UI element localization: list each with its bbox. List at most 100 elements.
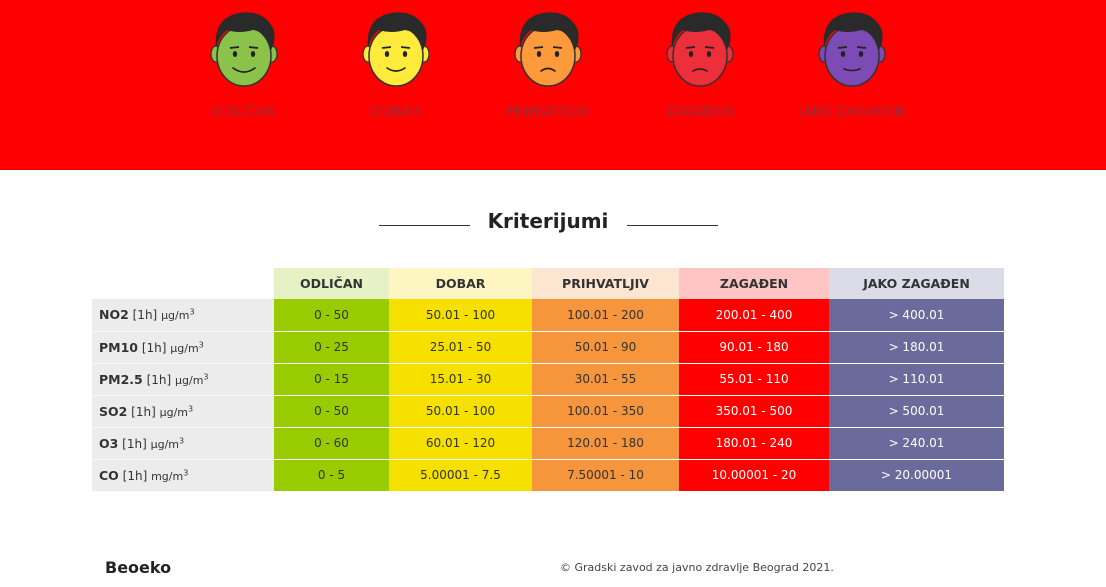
pollutant-unit: mg/m3 [151, 467, 189, 483]
range-cell: 0 - 50 [274, 395, 389, 428]
range-cell: 55.01 - 110 [679, 363, 829, 396]
footer-copyright: © Gradski zavod za javno zdravlje Beogra… [560, 561, 834, 574]
pollutant-name: PM10 [99, 339, 138, 355]
range-cell: 200.01 - 400 [679, 299, 829, 332]
averaging-period: [1h] [146, 372, 172, 387]
table-row: O3 [1h] µg/m3 0 - 60 60.01 - 120 120.01 - 1… [92, 427, 1004, 460]
unit-exponent: 3 [179, 435, 185, 445]
level-dobar[interactable]: DOBAR [321, 0, 471, 120]
pollutant-cell: CO [1h] mg/m3 [92, 459, 274, 492]
range-cell: 30.01 - 55 [532, 363, 679, 396]
level-label: JAKO ZAGAĐEN [799, 104, 905, 120]
range-cell: 0 - 60 [274, 427, 389, 460]
range-cell: 0 - 25 [274, 331, 389, 364]
pollutant-cell: PM10 [1h] µg/m3 [92, 331, 274, 364]
pollutant-name: SO2 [99, 403, 128, 419]
range-cell: 120.01 - 180 [532, 427, 679, 460]
averaging-period: [1h] [122, 468, 148, 483]
pollutant-unit: µg/m3 [161, 307, 195, 323]
pollutant-name: CO [99, 467, 119, 483]
footer-brand[interactable]: Beoeko [105, 558, 172, 577]
range-cell: 100.01 - 350 [532, 395, 679, 428]
orange-frowning-face-icon [514, 12, 582, 87]
yellow-smiling-face-icon [362, 12, 430, 87]
range-cell: 25.01 - 50 [389, 331, 532, 364]
unit-base: µg/m [170, 341, 199, 355]
averaging-period: [1h] [122, 436, 147, 451]
unit-exponent: 3 [189, 307, 195, 317]
range-cell: 50.01 - 100 [389, 299, 532, 332]
unit-base: µg/m [161, 309, 190, 323]
green-smiling-face-icon [210, 12, 278, 87]
table-header-row: ODLIČAN DOBAR PRIHVATLJIV ZAGAĐEN JAKO Z… [92, 268, 1004, 299]
pollutant-unit: µg/m3 [151, 435, 185, 451]
range-cell: > 20.00001 [829, 459, 1004, 492]
level-zagadjen[interactable]: ZAGAĐEN [625, 0, 775, 120]
range-cell: 5.00001 - 7.5 [389, 459, 532, 492]
header-cell: ZAGAĐEN [679, 268, 829, 299]
range-cell: > 110.01 [829, 363, 1004, 396]
range-cell: 15.01 - 30 [389, 363, 532, 396]
averaging-period: [1h] [132, 308, 158, 323]
range-cell: 350.01 - 500 [679, 395, 829, 428]
header-empty [92, 268, 274, 299]
pollutant-unit: µg/m3 [159, 403, 194, 419]
range-cell: > 240.01 [829, 427, 1004, 460]
unit-exponent: 3 [183, 467, 189, 477]
heading-divider-right [627, 225, 718, 226]
range-cell: 50.01 - 100 [389, 395, 532, 428]
unit-exponent: 3 [198, 339, 204, 349]
pollutant-unit: µg/m3 [175, 371, 209, 387]
header-cell: PRIHVATLJIV [532, 268, 679, 299]
range-cell: 90.01 - 180 [679, 331, 829, 364]
pollutant-name: O3 [99, 435, 119, 451]
range-cell: 10.00001 - 20 [679, 459, 829, 492]
table-row: PM10 [1h] µg/m3 0 - 25 25.01 - 50 50.01 - 9… [92, 331, 1004, 364]
table-row: SO2 [1h] µg/m3 0 - 50 50.01 - 100 100.01 - … [92, 395, 1004, 428]
level-odlican[interactable]: ODLIČAN [169, 0, 319, 120]
range-cell: 100.01 - 200 [532, 299, 679, 332]
unit-exponent: 3 [203, 371, 209, 381]
range-cell: 50.01 - 90 [532, 331, 679, 364]
unit-base: µg/m [159, 405, 188, 419]
pollutant-name: NO2 [99, 307, 129, 323]
level-label: PRIHVATLJIV [506, 104, 590, 120]
heading-divider-left [379, 225, 470, 226]
range-cell: > 500.01 [829, 395, 1004, 428]
criteria-table: ODLIČAN DOBAR PRIHVATLJIV ZAGAĐEN JAKO Z… [92, 268, 1004, 492]
range-cell: 180.01 - 240 [679, 427, 829, 460]
unit-base: µg/m [175, 373, 204, 387]
level-jako-zagadjen[interactable]: JAKO ZAGAĐEN [777, 0, 927, 120]
averaging-period: [1h] [131, 404, 156, 419]
level-label: ZAGAĐEN [665, 104, 735, 120]
level-label: DOBAR [371, 104, 421, 120]
table-row: CO [1h] mg/m3 0 - 5 5.00001 - 7.5 7.50001 -… [92, 459, 1004, 492]
pollutant-name: PM2.5 [99, 371, 143, 387]
air-quality-legend-banner: ODLIČAN DOBAR PRIHVATLJIV ZAGAĐEN JAKO Z… [0, 0, 1106, 170]
purple-sick-face-icon [818, 12, 886, 87]
header-cell: ODLIČAN [274, 268, 389, 299]
table-row: PM2.5 [1h] µg/m3 0 - 15 15.01 - 30 30.01 - … [92, 363, 1004, 396]
level-prihvatljiv[interactable]: PRIHVATLJIV [473, 0, 623, 120]
page-title: Kriterijumi [487, 209, 609, 233]
table-row: NO2 [1h] µg/m3 0 - 50 50.01 - 100 100.01 - … [92, 299, 1004, 332]
range-cell: 0 - 50 [274, 299, 389, 332]
pollutant-cell: SO2 [1h] µg/m3 [92, 395, 274, 428]
red-angry-face-icon [666, 12, 734, 87]
pollutant-unit: µg/m3 [170, 339, 204, 355]
range-cell: 0 - 5 [274, 459, 389, 492]
pollutant-cell: O3 [1h] µg/m3 [92, 427, 274, 460]
section-heading: Kriterijumi [0, 209, 1106, 239]
pollutant-cell: PM2.5 [1h] µg/m3 [92, 363, 274, 396]
level-label: ODLIČAN [212, 104, 276, 120]
averaging-period: [1h] [141, 340, 167, 355]
range-cell: > 180.01 [829, 331, 1004, 364]
pollutant-cell: NO2 [1h] µg/m3 [92, 299, 274, 332]
header-cell: JAKO ZAGAĐEN [829, 268, 1004, 299]
unit-exponent: 3 [188, 403, 194, 413]
header-cell: DOBAR [389, 268, 532, 299]
range-cell: 60.01 - 120 [389, 427, 532, 460]
range-cell: > 400.01 [829, 299, 1004, 332]
range-cell: 0 - 15 [274, 363, 389, 396]
unit-base: mg/m [151, 469, 184, 483]
